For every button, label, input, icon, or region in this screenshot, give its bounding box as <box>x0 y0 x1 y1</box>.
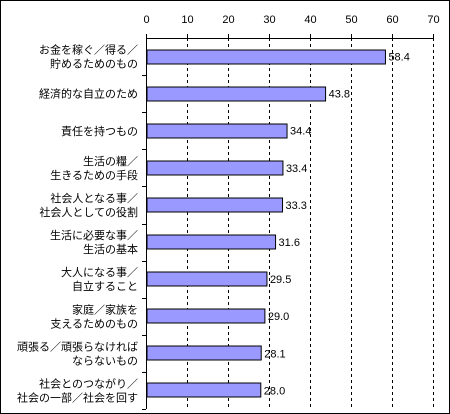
labels: 0 10 20 30 40 50 60 70 58.4 お金を稼ぐ／得る／貯めるためのもの 43.8… <box>17 14 440 405</box>
x-tick-label-20: 20 <box>222 14 234 26</box>
category-label-3-line-1: 生きるための手段 <box>50 168 138 182</box>
value-label-5: 31.6 <box>279 237 300 249</box>
bar-7 <box>146 308 266 324</box>
bar-9 <box>146 382 262 398</box>
x-tick-label-40: 40 <box>304 14 316 26</box>
category-label-8-line-0: 頑張る／頑張らなければ <box>17 340 138 353</box>
bars <box>146 49 386 398</box>
category-label-7-line-1: 支えるためのもの <box>50 317 138 330</box>
bar-8 <box>146 345 262 361</box>
bar-4 <box>146 197 284 213</box>
axes <box>142 34 434 410</box>
category-label-0-line-1: 貯めるためのもの <box>50 58 138 71</box>
category-label-5-line-1: 生活の基本 <box>83 242 138 256</box>
value-label-3: 33.4 <box>286 163 307 175</box>
bar-3 <box>146 160 284 176</box>
x-tick-label-0: 0 <box>143 14 149 26</box>
category-label-7-line-0: 家庭／家族を <box>72 302 138 316</box>
category-label-6-line-0: 大人になる事／ <box>61 265 138 279</box>
value-label-7: 29.0 <box>268 311 289 323</box>
bar-1 <box>146 86 327 102</box>
bar-6 <box>146 271 268 287</box>
category-label-6-line-1: 自立すること <box>72 279 138 293</box>
bar-5 <box>146 234 277 250</box>
category-label-9-line-0: 社会とのつながり／ <box>39 376 138 390</box>
x-tick-label-30: 30 <box>263 14 275 26</box>
value-label-1: 43.8 <box>329 89 350 101</box>
x-tick-label-50: 50 <box>345 14 357 26</box>
category-label-4-line-1: 社会人としての役割 <box>39 205 138 219</box>
value-label-0: 58.4 <box>388 51 409 63</box>
category-label-9-line-1: 社会の一部／社会を回す <box>17 390 138 404</box>
category-label-0-line-0: お金を稼ぐ／得る／ <box>39 43 138 57</box>
value-label-8: 28.1 <box>264 348 285 360</box>
category-label-5-line-0: 生活に必要な事／ <box>50 228 138 242</box>
value-label-4: 33.3 <box>286 200 307 212</box>
category-label-1-line-0: 経済的な自立のため <box>39 87 138 101</box>
bar-2 <box>146 123 288 139</box>
x-tick-label-60: 60 <box>386 14 398 26</box>
value-label-9: 28.0 <box>264 385 285 397</box>
x-tick-label-70: 70 <box>427 14 439 26</box>
x-tick-label-10: 10 <box>181 14 193 26</box>
value-label-6: 29.5 <box>270 274 291 286</box>
value-label-2: 34.4 <box>290 126 311 138</box>
bar-0 <box>146 49 386 65</box>
category-label-8-line-1: ならないもの <box>72 354 138 367</box>
category-label-2-line-0: 責任を持つもの <box>61 124 138 138</box>
category-label-4-line-0: 社会人となる事／ <box>50 191 138 205</box>
category-label-3-line-0: 生活の糧／ <box>83 154 138 168</box>
